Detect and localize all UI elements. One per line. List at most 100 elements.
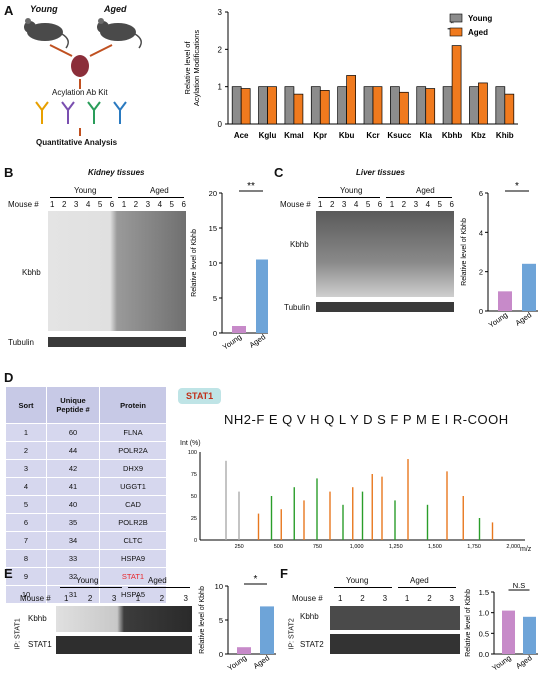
sort-cell: 7: [5, 531, 47, 550]
x-tick-label: 1,000: [350, 544, 364, 550]
lane-number: 2: [401, 200, 407, 209]
tubulin-label: Tubulin: [8, 338, 34, 347]
peptide-cell: 33: [46, 549, 100, 568]
stat-label: STAT2: [300, 640, 324, 649]
kbhb-blot: [48, 211, 186, 331]
y-tick-label: 0.5: [479, 629, 489, 638]
protein-cell: POLR2A: [99, 441, 167, 460]
x-tick-label: 1,250: [389, 544, 403, 550]
lane-number: 2: [133, 200, 139, 209]
y-axis-label: Relative level of Kbhb: [465, 589, 472, 657]
aged-group-label: Aged: [416, 186, 435, 195]
lane-numbers: 1 2 3 1 2 3: [338, 594, 454, 603]
aged-group-label: Aged: [148, 576, 167, 585]
category-label: Kbhb: [442, 131, 463, 140]
young-bracket: [318, 197, 380, 198]
peptide-cell: 34: [46, 531, 100, 550]
y-tick-label: 0.0: [479, 650, 489, 659]
sort-cell: 2: [5, 441, 47, 460]
bar-aged: [451, 45, 462, 125]
ms-spectrum: 0 25 50 75 100 250 500 750 1,000 1,250 1,500 1,750 2…: [188, 450, 525, 550]
bar-aged: [256, 259, 268, 333]
category-label: Kla: [420, 131, 433, 140]
kbhb-blot: [56, 606, 192, 632]
aged-group-label: Aged: [150, 186, 169, 195]
category-label: Kbz: [471, 131, 486, 140]
y-tick-label: 100: [188, 450, 197, 456]
protein-table: Sort Unique Peptide # Protein 1 60 FLNA 2 44…: [5, 386, 167, 604]
bar-young: [390, 86, 400, 125]
protein-cell: UGGT1: [99, 477, 167, 496]
young-group-label: Young: [340, 186, 363, 195]
bar-young: [469, 86, 479, 125]
sort-cell: 9: [5, 567, 47, 586]
category-label: Kmal: [284, 131, 304, 140]
lane-number: 6: [377, 200, 383, 209]
y-tick-label: 1.0: [479, 609, 489, 618]
bar-aged: [399, 91, 409, 125]
legend-swatch: [449, 27, 463, 37]
table-row: 9 32 STAT1: [5, 567, 167, 586]
bar-young: [284, 86, 295, 125]
young-bracket: [60, 587, 122, 588]
lane-number: 4: [157, 200, 163, 209]
lane-number: 3: [73, 200, 79, 209]
bar-young: [310, 86, 321, 125]
lane-number: 1: [135, 594, 141, 603]
category-label: Aged: [514, 653, 534, 670]
sort-cell: 5: [5, 495, 47, 514]
y-tick-label: 0: [218, 120, 223, 129]
aged-mouse-icon: [97, 18, 142, 49]
lane-number: 5: [437, 200, 442, 209]
bar-aged: [267, 86, 277, 125]
lane-number: 3: [341, 200, 347, 209]
kbhb-blot: [330, 606, 460, 630]
lane-number: 3: [145, 200, 151, 209]
kbhb-label: Kbhb: [300, 612, 319, 621]
sort-cell: 8: [5, 549, 47, 568]
sig-mark: *: [515, 181, 519, 192]
peptide-cell: 44: [46, 441, 100, 460]
aged-bracket: [128, 587, 190, 588]
young-group-label: Young: [346, 576, 369, 585]
tubulin-blot: [48, 337, 186, 347]
lane-number: 2: [61, 200, 67, 209]
y-tick-label: 50: [191, 494, 197, 500]
lane-number: 2: [360, 594, 365, 603]
aged-bracket: [386, 197, 452, 198]
header-protein: Protein: [99, 386, 167, 424]
ip-label: IP: STAT2: [288, 618, 296, 650]
category-label: Kcr: [366, 131, 379, 140]
workflow-illustration: [24, 18, 142, 136]
bar-young: [502, 610, 515, 654]
y-tick-label: 25: [191, 516, 197, 522]
y-tick-label: 5: [213, 294, 217, 303]
y-tick-label: 0: [194, 538, 197, 544]
kidney-kbhb-chart: 0 5 10 15 20 Relative level of Kbhb Young Aged *…: [191, 181, 268, 352]
table-row: 5 40 CAD: [5, 495, 167, 514]
category-label: Ksucc: [387, 131, 412, 140]
protein-cell: FLNA: [99, 423, 167, 442]
stat-label: STAT1: [28, 640, 52, 649]
kbhb-label: Kbhb: [22, 268, 41, 277]
x-tick-label: 1,750: [467, 544, 481, 550]
table-row: 4 41 UGGT1: [5, 477, 167, 496]
peptide-cell: 32: [46, 567, 100, 586]
protein-cell: CAD: [99, 495, 167, 514]
stat-blot: [56, 636, 192, 654]
aged-mouse-label: Aged: [104, 4, 127, 14]
young-group-label: Young: [76, 576, 99, 585]
lane-number: 5: [97, 200, 103, 209]
table-row: 1 60 FLNA: [5, 423, 167, 442]
panel-f-label: F: [280, 566, 288, 581]
peptide-cell: 41: [46, 477, 100, 496]
panel-a-label: A: [4, 3, 14, 18]
category-label: Young: [221, 332, 243, 351]
y-tick-label: 3: [218, 8, 223, 17]
lane-number: 4: [85, 200, 91, 209]
young-group-label: Young: [74, 186, 97, 195]
table-row: 10 31 HSPA5: [5, 585, 167, 604]
lane-number: 5: [169, 200, 174, 209]
y-tick-label: 75: [191, 472, 197, 478]
